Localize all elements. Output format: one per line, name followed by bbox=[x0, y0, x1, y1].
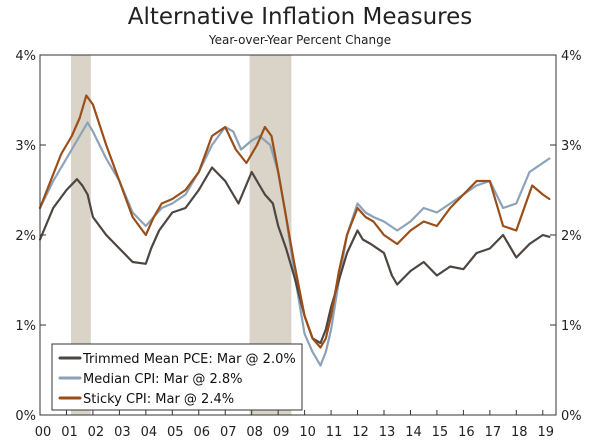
x-tick-label-3: 03 bbox=[114, 425, 131, 440]
chart-title: Alternative Inflation Measures bbox=[127, 4, 473, 30]
x-tick-label-7: 07 bbox=[220, 425, 237, 440]
x-tick-label-13: 13 bbox=[379, 425, 396, 440]
chart-subtitle: Year-over-Year Percent Change bbox=[208, 33, 392, 47]
x-tick-label-2: 02 bbox=[88, 425, 105, 440]
x-tick-label-8: 08 bbox=[246, 425, 263, 440]
series-line-2 bbox=[38, 94, 551, 349]
series-lines bbox=[38, 94, 551, 367]
y-tick-label-left-0: 0% bbox=[15, 409, 36, 424]
x-tick-label-14: 14 bbox=[405, 425, 422, 440]
x-tick-label-17: 17 bbox=[485, 425, 502, 440]
y-tick-label-left-3: 3% bbox=[15, 139, 36, 154]
x-tick-label-12: 12 bbox=[352, 425, 369, 440]
y-tick-label-right-3: 3% bbox=[561, 139, 582, 154]
x-tick-label-0: 00 bbox=[35, 425, 52, 440]
legend-label-2: Sticky CPI: Mar @ 2.4% bbox=[83, 392, 234, 407]
x-tick-label-10: 10 bbox=[299, 425, 316, 440]
y-tick-label-right-4: 4% bbox=[561, 49, 582, 64]
x-tick-label-19: 19 bbox=[537, 425, 554, 440]
y-tick-label-left-2: 2% bbox=[15, 229, 36, 244]
legend: Trimmed Mean PCE: Mar @ 2.0% Median CPI: … bbox=[51, 343, 303, 411]
legend-label-1: Median CPI: Mar @ 2.8% bbox=[83, 372, 243, 387]
x-tick-label-1: 01 bbox=[61, 425, 78, 440]
x-tick-label-5: 05 bbox=[167, 425, 184, 440]
x-tick-label-15: 15 bbox=[432, 425, 449, 440]
x-tick-label-16: 16 bbox=[458, 425, 475, 440]
x-tick-label-6: 06 bbox=[193, 425, 210, 440]
y-tick-label-right-0: 0% bbox=[561, 409, 582, 424]
legend-label-0: Trimmed Mean PCE: Mar @ 2.0% bbox=[82, 352, 296, 367]
recession-band-0 bbox=[70, 55, 91, 415]
y-tick-label-left-4: 4% bbox=[15, 49, 36, 64]
series-line-0 bbox=[38, 166, 551, 345]
legend-box bbox=[51, 343, 303, 411]
series-line-1 bbox=[38, 121, 551, 367]
y-tick-label-left-1: 1% bbox=[15, 319, 36, 334]
x-tick-label-11: 11 bbox=[326, 425, 343, 440]
x-tick-label-18: 18 bbox=[511, 425, 528, 440]
x-tick-label-4: 04 bbox=[141, 425, 158, 440]
y-tick-label-right-2: 2% bbox=[561, 229, 582, 244]
x-tick-label-9: 09 bbox=[273, 425, 290, 440]
y-tick-label-right-1: 1% bbox=[561, 319, 582, 334]
axis-ticks: 0% 0% 1% 1% 2% 2% 3% 3% 4% 4% 00 01 02 03 04 05 06 07 08 09… bbox=[15, 49, 581, 440]
